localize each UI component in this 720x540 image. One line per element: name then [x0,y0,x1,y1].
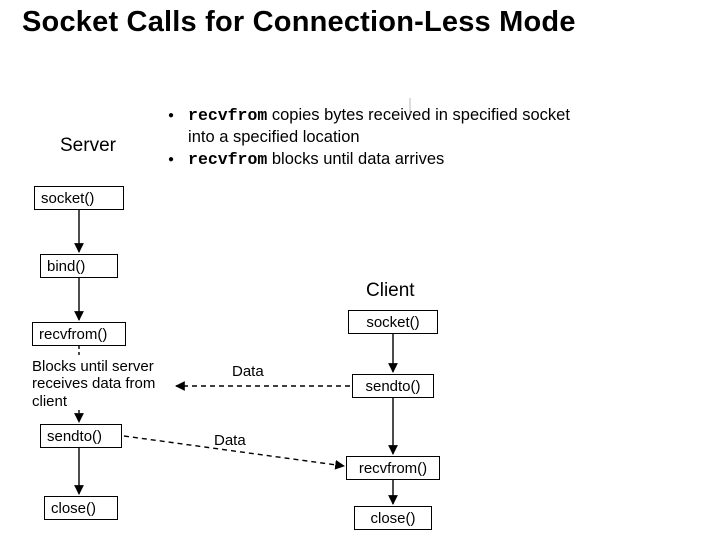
server-recvfrom-box: recvfrom() [32,322,126,346]
bullet-dot-icon: ● [168,154,174,171]
bullet-1: ● recvfrom copies bytes received in spec… [168,105,688,147]
server-close-label: close() [51,500,96,517]
bullet-2: ● recvfrom blocks until data arrives [168,149,688,171]
slide: Socket Calls for Connection-Less Mode Se… [0,0,720,540]
slide-title: Socket Calls for Connection-Less Mode [22,6,576,39]
server-bind-label: bind() [47,258,85,275]
blocks-note: Blocks until server receives data from c… [32,358,182,410]
client-close-label: close() [370,510,415,527]
bullet-2-text: recvfrom blocks until data arrives [188,149,444,171]
server-socket-label: socket() [41,190,94,207]
client-sendto-label: sendto() [365,378,420,395]
client-socket-box: socket() [348,310,438,334]
bullet-1-rest-b: into a specified location [188,128,360,146]
bullet-1-rest-a: copies bytes received in specified socke… [267,106,570,124]
server-bind-box: bind() [40,254,118,278]
server-label: Server [60,135,116,157]
bullet-1-code: recvfrom [188,106,267,125]
bullet-dot-icon: ● [168,110,174,147]
blocks-note-l2: receives data from [32,375,155,392]
bullet-2-rest: blocks until data arrives [267,150,444,168]
server-socket-box: socket() [34,186,124,210]
server-close-box: close() [44,496,118,520]
client-socket-label: socket() [366,314,419,331]
data-label-2: Data [214,432,246,449]
blocks-note-l1: Blocks until server [32,358,154,375]
client-recvfrom-label: recvfrom() [359,460,427,477]
blocks-note-l3: client [32,393,67,410]
client-recvfrom-box: recvfrom() [346,456,440,480]
bullet-1-text: recvfrom copies bytes received in specif… [188,105,570,147]
client-sendto-box: sendto() [352,374,434,398]
bullet-list: ● recvfrom copies bytes received in spec… [168,105,688,173]
data-label-1: Data [232,363,264,380]
client-label: Client [366,280,415,302]
server-sendto-label: sendto() [47,428,102,445]
client-close-box: close() [354,506,432,530]
bullet-2-code: recvfrom [188,150,267,169]
server-recvfrom-label: recvfrom() [39,326,107,343]
server-sendto-box: sendto() [40,424,122,448]
